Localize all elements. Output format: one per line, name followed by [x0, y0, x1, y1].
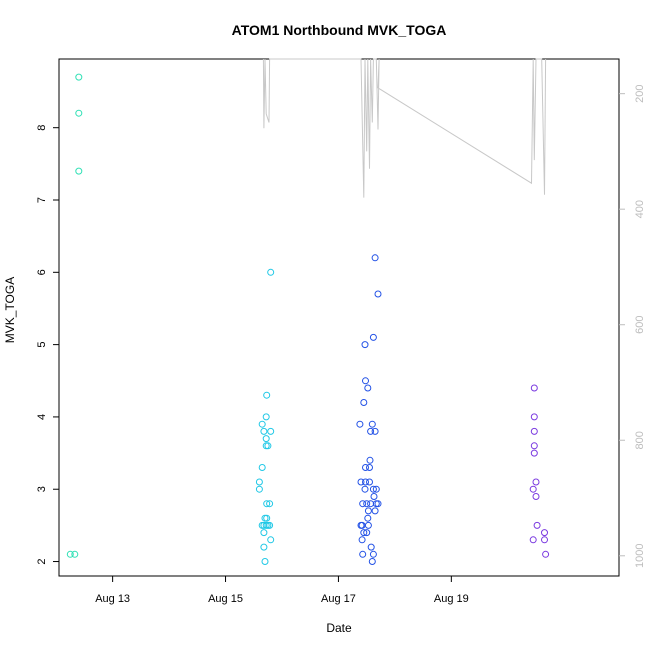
data-point — [530, 442, 538, 450]
data-point — [371, 254, 379, 262]
data-point — [532, 493, 540, 500]
data-point — [258, 464, 266, 471]
y-tick-label: 5 — [36, 342, 48, 348]
data-point — [71, 550, 79, 558]
data-point — [530, 384, 538, 392]
data-point — [262, 413, 270, 421]
right-y-tick-label: 800 — [634, 431, 646, 449]
right-y-axis: 200 400 600 800 1000 — [619, 84, 646, 568]
x-tick-label: Aug 15 — [208, 593, 243, 605]
data-point — [530, 427, 538, 435]
y-tick-label: 3 — [36, 486, 48, 492]
data-point — [260, 543, 268, 551]
data-point — [75, 167, 83, 175]
data-point — [361, 485, 369, 493]
data-point — [529, 485, 537, 493]
data-point — [368, 420, 376, 428]
data-point — [530, 449, 538, 457]
secondary-series-line — [262, 58, 547, 198]
data-point — [359, 550, 367, 558]
data-point — [369, 485, 377, 493]
data-point — [364, 514, 372, 522]
data-point — [368, 558, 376, 565]
data-point — [366, 456, 374, 464]
data-point — [364, 384, 372, 392]
x-tick-label: Aug 17 — [321, 593, 356, 605]
x-tick-label: Aug 19 — [434, 593, 469, 605]
data-point — [356, 420, 364, 428]
data-point — [363, 500, 371, 508]
data-point — [362, 464, 369, 471]
y-tick-label: 6 — [36, 269, 48, 275]
data-point — [367, 500, 375, 508]
x-axis: Aug 13 Aug 15 Aug 17 Aug 19 — [95, 576, 469, 605]
data-point — [532, 478, 540, 486]
x-axis-label: Date — [326, 621, 352, 635]
data-point — [542, 550, 550, 558]
data-point — [66, 550, 74, 558]
data-point — [371, 507, 379, 515]
y-axis: 2 3 4 5 6 7 8 — [36, 125, 59, 565]
data-point — [366, 478, 373, 486]
data-point — [374, 290, 382, 298]
right-y-tick-label: 200 — [634, 84, 646, 102]
data-point — [530, 413, 538, 421]
y-tick-label: 2 — [36, 558, 48, 564]
data-point — [364, 521, 372, 529]
data-point — [266, 521, 274, 529]
data-point — [362, 478, 369, 486]
right-y-tick-label: 600 — [634, 316, 646, 334]
data-point — [358, 536, 366, 544]
y-axis-label: MVK_TOGA — [3, 277, 17, 343]
data-point — [364, 507, 372, 515]
data-point — [372, 485, 380, 493]
data-point — [360, 529, 368, 537]
data-point — [267, 268, 275, 276]
points-layer — [66, 73, 550, 565]
data-point — [262, 435, 270, 443]
data-point — [263, 514, 271, 522]
data-point — [359, 500, 367, 508]
data-point — [357, 478, 365, 486]
right-y-tick-label: 400 — [634, 200, 646, 218]
data-point — [374, 500, 382, 508]
y-tick-label: 7 — [36, 197, 48, 203]
line-layer — [262, 58, 547, 198]
data-point — [263, 391, 271, 399]
data-point — [369, 550, 377, 558]
x-tick-label: Aug 13 — [95, 593, 130, 605]
data-point — [260, 529, 268, 537]
data-point — [367, 427, 375, 435]
data-point — [366, 464, 373, 471]
data-point — [263, 500, 271, 508]
data-point — [75, 73, 83, 81]
data-point — [266, 500, 274, 508]
data-point — [533, 521, 541, 529]
y-tick-label: 4 — [36, 414, 48, 420]
data-point — [361, 341, 369, 349]
data-point — [367, 543, 375, 551]
data-point — [370, 493, 378, 500]
y-tick-label: 8 — [36, 125, 48, 131]
data-point — [264, 442, 272, 450]
data-point — [267, 427, 275, 435]
data-point — [363, 529, 371, 537]
data-point — [360, 399, 368, 406]
data-point — [255, 485, 263, 493]
data-point — [260, 427, 268, 435]
data-point — [529, 536, 537, 544]
data-point — [75, 109, 83, 117]
data-point — [541, 529, 548, 537]
data-point — [371, 427, 379, 435]
data-point — [255, 478, 263, 486]
data-point — [369, 333, 377, 341]
data-point — [267, 536, 275, 544]
data-point — [258, 420, 266, 428]
data-point — [541, 536, 548, 544]
right-y-tick-label: 1000 — [634, 544, 646, 568]
data-point — [362, 377, 369, 385]
chart-title: ATOM1 Northbound MVK_TOGA — [232, 22, 447, 38]
data-point — [261, 558, 269, 565]
